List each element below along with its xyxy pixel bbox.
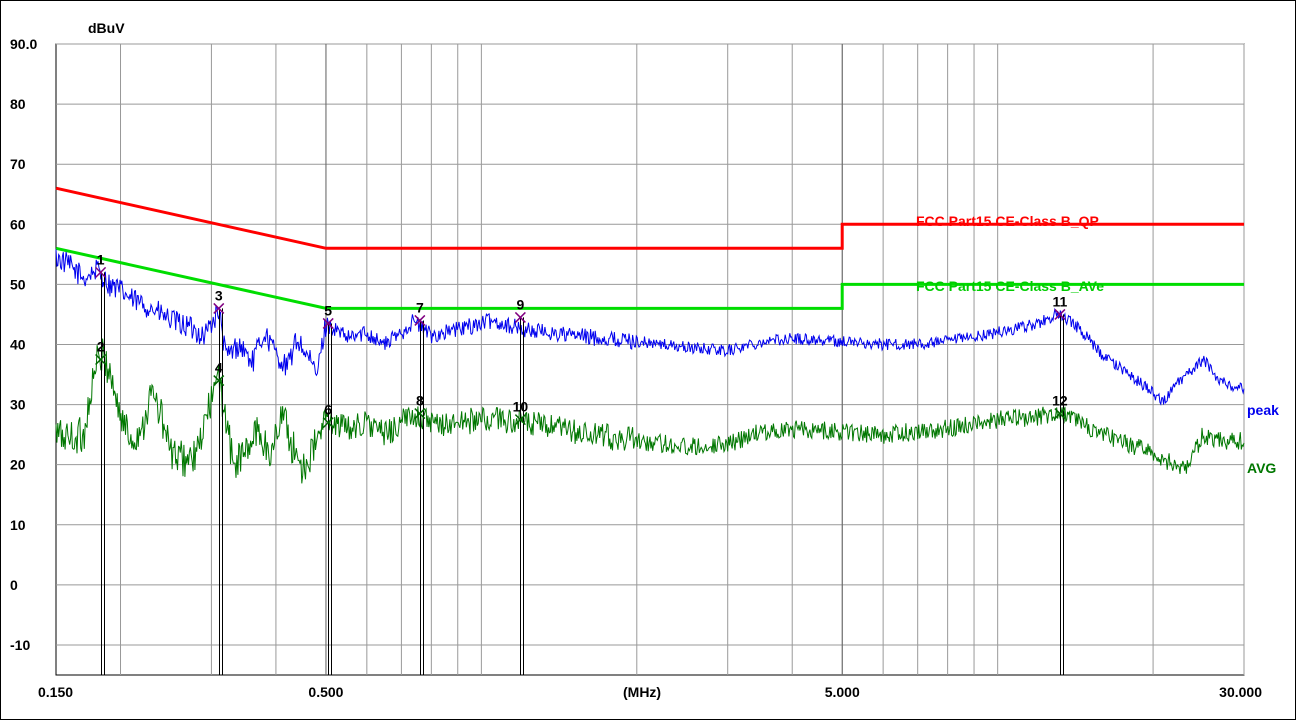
y-tick-label: 80 [10,96,26,112]
marker-label: 2 [97,339,105,355]
marker-label: 7 [416,299,424,315]
x-tick-label: 30.000 [1219,684,1262,700]
marker-cross [1054,308,1066,320]
qp-limit-label: FCC Part15 CE-Class B_QP [916,213,1099,229]
x-tick-label: 0.150 [38,684,73,700]
y-tick-label: 20 [10,457,26,473]
marker-1: 1 [95,251,107,278]
limit-lines [55,186,1244,310]
marker-label: 8 [416,393,424,409]
marker-cross [514,414,526,426]
marker-10: 10 [513,399,529,426]
grid-lines [56,43,1245,675]
marker-3: 3 [213,287,225,314]
y-tick-label: 30 [10,397,26,413]
y-tick-label: 60 [10,216,26,232]
marker-8: 8 [414,393,426,420]
series-lines [55,249,1245,484]
marker-cross [213,302,225,314]
tick-labels: 90.0 80 70 60 50 40 30 20 10 0 -10 0.150 0.500 5.000 3… [10,36,1262,700]
marker-cross [95,353,107,366]
y-tick-label: 90.0 [10,36,37,52]
y-tick-label: 10 [10,517,26,533]
marker-label: 5 [324,302,332,318]
marker-cross [414,314,426,326]
marker-label: 10 [513,399,529,415]
x-axis-label: (MHz) [623,684,661,700]
marker-label: 6 [324,402,332,418]
avg-limit-line [55,246,1244,310]
marker-label: 3 [215,287,223,303]
avg-series-label: AVG [1247,460,1276,476]
y-tick-label: 70 [10,156,26,172]
marker-2: 2 [95,339,107,366]
marker-label: 12 [1052,393,1068,409]
marker-label: 1 [97,251,105,267]
y-tick-label: 50 [10,276,26,292]
marker-cross [414,408,426,420]
marker-11: 11 [1053,293,1068,320]
marker-lines [101,272,1064,675]
marker-6: 6 [322,402,334,429]
marker-cross [322,317,334,329]
avg-series-line [55,338,1245,484]
marker-5: 5 [322,302,334,329]
marker-9: 9 [514,296,526,323]
plot-area [55,43,1245,676]
x-tick-label: 0.500 [308,684,343,700]
marker-cross [95,266,107,278]
peak-series-line [55,249,1245,406]
y-tick-label: -10 [10,637,30,653]
marker-cross [1054,408,1066,420]
marker-12: 12 [1052,393,1068,420]
peak-series-label: peak [1247,402,1279,418]
marker-cross [213,375,225,387]
avg-limit-label: FCC Part15 CE-Class B_AVe [916,278,1104,294]
marker-label: 9 [516,296,524,312]
y-tick-label: 40 [10,336,26,352]
marker-7: 7 [414,299,426,326]
y-axis-label: dBuV [88,20,125,36]
qp-limit-line [55,186,1244,250]
marker-cross [514,311,526,323]
marker-cross [322,417,334,429]
y-tick-label: 0 [10,577,18,593]
x-tick-label: 5.000 [825,684,860,700]
marker-4: 4 [213,360,225,387]
marker-label: 4 [215,360,223,376]
marker-label: 11 [1053,293,1068,309]
